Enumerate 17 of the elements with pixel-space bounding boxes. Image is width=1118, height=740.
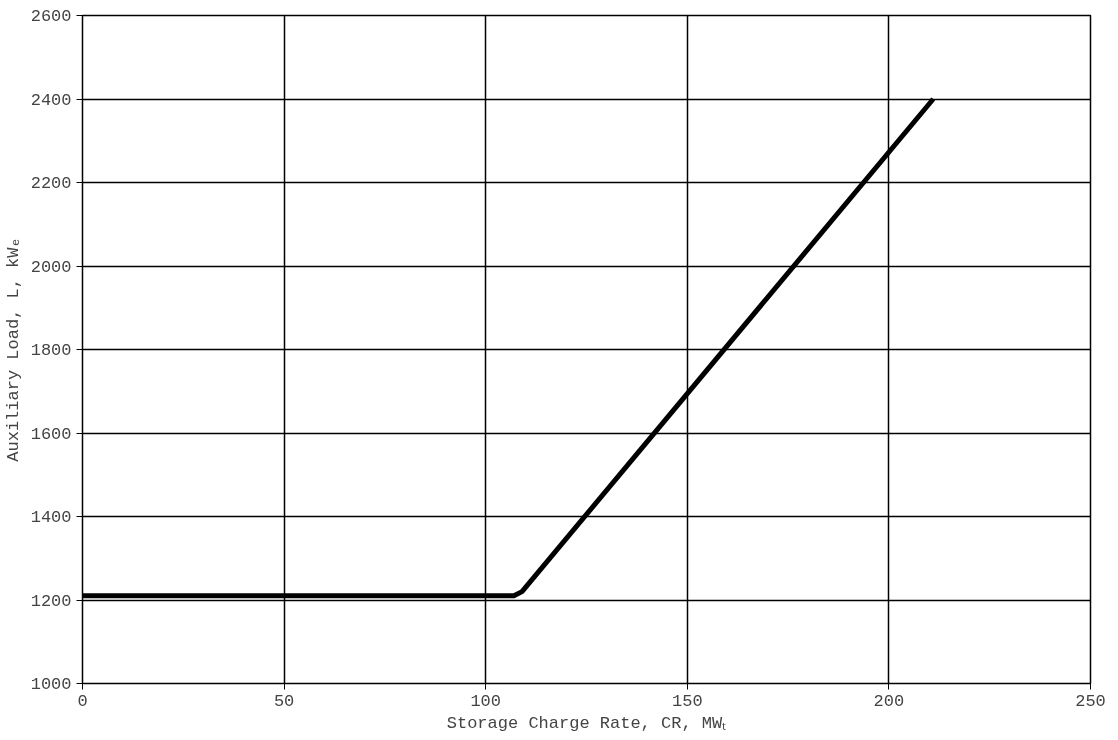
- y-tick-label: 2000: [30, 257, 72, 277]
- y-tick-label: 1600: [30, 424, 72, 444]
- x-tick-label: 250: [1075, 691, 1106, 711]
- y-tick-label: 2200: [30, 174, 72, 193]
- y-tick-label: 1400: [30, 508, 72, 527]
- y-tick-label: 1800: [30, 341, 72, 360]
- y-tick-label: 1200: [30, 591, 72, 611]
- y-axis-title: Auxiliary Load, L, kWₑ: [3, 237, 23, 462]
- x-tick-label: 150: [672, 691, 703, 711]
- y-tick-label: 1000: [30, 675, 72, 694]
- x-tick-label: 100: [470, 691, 502, 711]
- x-tick-label: 200: [873, 691, 905, 711]
- y-tick-label: 2400: [30, 90, 72, 110]
- x-tick-label: 50: [273, 691, 295, 711]
- y-tick-label: 2600: [30, 7, 72, 26]
- x-axis-title: Storage Charge Rate, CR, MWₜ: [446, 713, 727, 733]
- x-tick-label: 0: [77, 691, 88, 711]
